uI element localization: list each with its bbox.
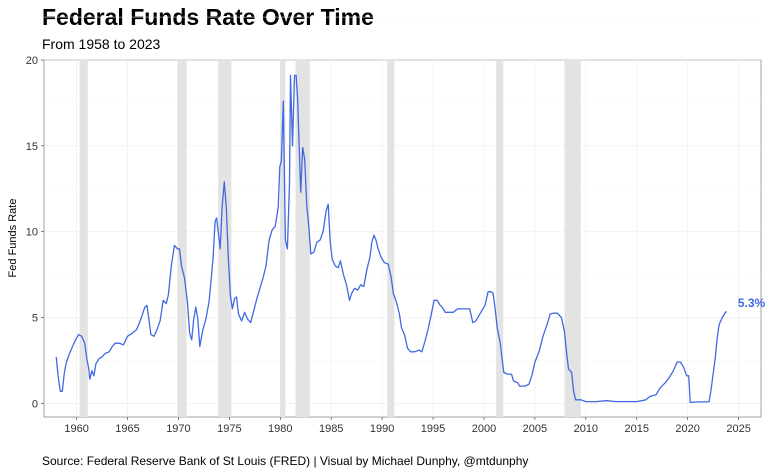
recession-band — [387, 60, 395, 417]
x-tick-label: 1995 — [421, 423, 445, 435]
recession-band — [496, 60, 504, 417]
last-value-label: 5.3% — [738, 296, 766, 310]
x-tick-label: 1965 — [115, 423, 139, 435]
plot-panel — [43, 59, 762, 418]
chart-caption: Source: Federal Reserve Bank of St Louis… — [42, 454, 529, 468]
y-tick-label: 20 — [26, 55, 38, 67]
x-tick-label: 2000 — [472, 423, 496, 435]
x-tick-label: 1970 — [166, 423, 190, 435]
y-tick-label: 5 — [32, 312, 38, 324]
chart-subtitle: From 1958 to 2023 — [42, 36, 161, 52]
y-axis-ticks: 0 5 10 15 20 — [26, 55, 44, 410]
x-tick-label: 2010 — [574, 423, 598, 435]
y-axis-label: Fed Funds Rate — [7, 199, 19, 278]
x-tick-label: 2005 — [523, 423, 547, 435]
recession-band — [218, 60, 232, 417]
y-tick-label: 15 — [26, 141, 38, 153]
y-tick-label: 0 — [32, 398, 38, 410]
recession-band — [564, 60, 581, 417]
series-layer — [55, 74, 728, 404]
recession-band — [79, 60, 88, 417]
x-tick-label: 2015 — [625, 423, 649, 435]
recession-bands — [79, 60, 581, 417]
recession-band — [177, 60, 187, 417]
x-tick-label: 2025 — [726, 423, 750, 435]
x-tick-label: 1985 — [319, 423, 343, 435]
x-tick-label: 1960 — [64, 423, 88, 435]
x-tick-label: 2020 — [675, 423, 699, 435]
fed-funds-rate-line — [55, 74, 728, 404]
recession-band — [280, 60, 286, 417]
x-tick-label: 1990 — [370, 423, 394, 435]
x-axis-ticks: 1960 1965 1970 1975 1980 1985 1990 1995 2000 2005… — [64, 417, 751, 435]
x-tick-label: 1980 — [268, 423, 292, 435]
x-tick-label: 1975 — [217, 423, 241, 435]
y-tick-label: 10 — [26, 227, 38, 239]
